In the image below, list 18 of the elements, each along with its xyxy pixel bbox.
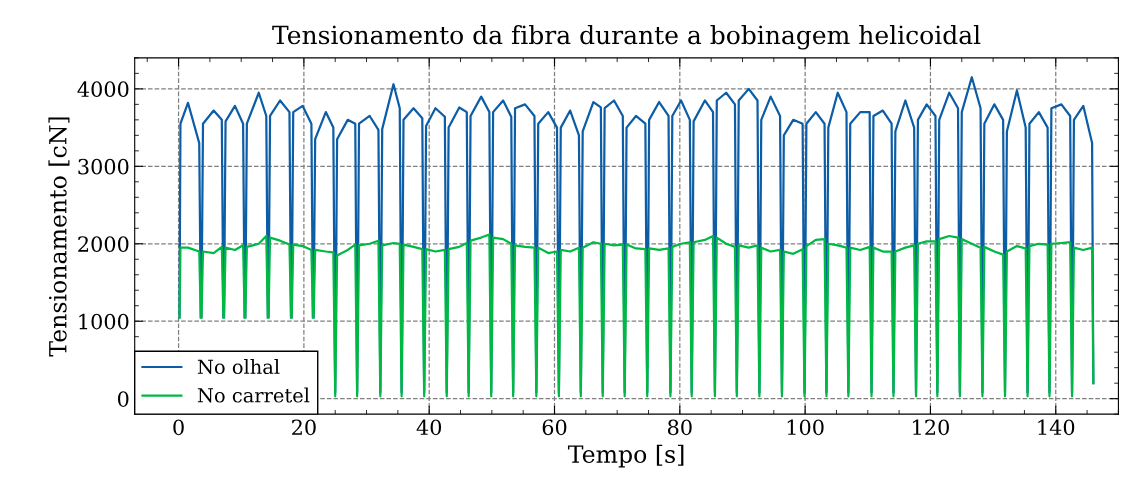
y-tick-label: 0 <box>117 391 129 407</box>
y-axis-title: Tensionamento [cN] <box>48 117 70 357</box>
legend-label: No carretel <box>197 387 310 403</box>
x-tick-label: 140 <box>1038 419 1075 436</box>
x-axis-title: Tempo [s] <box>567 444 684 468</box>
legend-label: No olhal <box>197 359 280 375</box>
y-tick-label: 3000 <box>78 158 129 175</box>
x-tick-label: 0 <box>173 419 184 436</box>
chart-title: Tensionamento da fibra durante a bobinagem helicoidal <box>272 25 981 50</box>
x-tick-label: 100 <box>787 419 824 436</box>
x-tick-label: 80 <box>667 419 692 436</box>
x-tick-label: 20 <box>292 419 316 436</box>
x-tick-label: 120 <box>913 419 949 436</box>
x-tick-label: 60 <box>542 419 567 436</box>
y-tick-label: 4000 <box>77 81 129 98</box>
y-tick-label: 2000 <box>78 236 129 252</box>
x-tick-label: 40 <box>416 419 442 436</box>
y-tick-label: 1000 <box>79 313 129 330</box>
